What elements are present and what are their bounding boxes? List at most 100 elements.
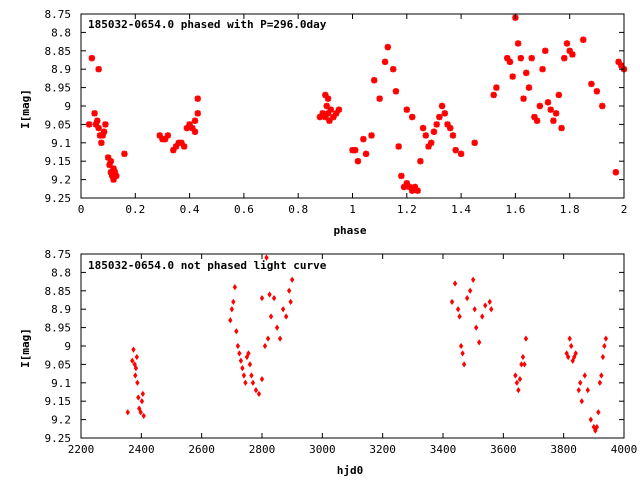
top-data-point	[428, 139, 435, 146]
top-data-point	[400, 183, 408, 191]
bottom-data-point	[452, 280, 458, 287]
top-data-point	[580, 36, 587, 43]
bottom-data-point	[600, 353, 606, 361]
top-data-point	[164, 132, 172, 139]
bottom-data-point	[253, 387, 259, 394]
bottom-data-point	[234, 328, 239, 335]
top-data-point	[352, 146, 359, 154]
top-y-tick-label: 9.2	[51, 174, 71, 187]
top-data-point	[433, 121, 440, 128]
bottom-data-point	[243, 379, 248, 386]
bottom-panel: 2200 2400 2600 2800 3000 3200 3400 3600 3800 4000…	[19, 248, 637, 477]
bottom-data-point	[262, 342, 268, 350]
top-data-point	[368, 132, 375, 139]
top-data-point	[555, 91, 563, 99]
bottom-data-point	[471, 276, 476, 283]
top-x-tick-label: 0.4	[180, 203, 200, 216]
top-x-tick-label: 0.6	[234, 203, 254, 216]
top-data-point	[376, 95, 383, 102]
top-data-point	[109, 172, 116, 180]
top-y-tick-label: 9	[64, 100, 71, 113]
bottom-y-tick-label: 8.95	[45, 322, 72, 335]
top-y-tick-label: 9.15	[45, 155, 72, 168]
top-data-point	[92, 121, 100, 128]
bottom-y-tick-label: 8.9	[51, 303, 71, 316]
bottom-data-point	[567, 335, 572, 342]
top-data-point	[384, 43, 391, 51]
bottom-data-point	[277, 335, 283, 342]
top-data-point	[447, 124, 454, 132]
top-data-point	[186, 121, 193, 128]
top-data-point	[170, 146, 177, 154]
bottom-data-point	[135, 379, 140, 386]
bottom-data-point	[138, 409, 143, 416]
bottom-data-point	[134, 353, 139, 361]
bottom-data-point	[232, 283, 238, 291]
top-data-point	[536, 102, 544, 110]
top-data-point	[319, 110, 326, 117]
top-y-ticks: 8.75 8.8 8.85 8.9 8.95 9 9.05 9.1 9.15 9.2 9.25	[45, 8, 624, 205]
bottom-data-point	[487, 298, 492, 305]
bottom-data-point	[489, 306, 494, 313]
bottom-x-tick-label: 3000	[309, 443, 336, 456]
bottom-data-point	[572, 353, 577, 361]
top-data-point	[322, 91, 329, 99]
top-data-point	[542, 47, 549, 54]
bottom-data-point	[576, 387, 581, 394]
bottom-data-point	[480, 313, 485, 320]
top-data-point	[615, 58, 622, 66]
bottom-data-point	[271, 295, 277, 302]
bottom-data-point	[241, 372, 247, 379]
top-data-point	[430, 128, 438, 135]
top-data-point	[191, 117, 199, 124]
top-data-point	[593, 88, 601, 95]
top-data-point	[414, 187, 421, 194]
top-data-point	[547, 106, 554, 113]
bottom-data-point	[483, 302, 488, 309]
top-data-point	[100, 128, 108, 135]
bottom-data-point	[566, 353, 571, 361]
top-data-point	[525, 84, 533, 91]
top-data-point	[422, 132, 430, 139]
bottom-chart-title: 185032-0654.0 not phased light curve	[88, 259, 327, 272]
bottom-y-tick-label: 9.25	[45, 432, 72, 445]
top-data-point	[335, 106, 343, 113]
top-data-point	[172, 143, 180, 150]
top-data-point	[392, 88, 400, 95]
bottom-x-tick-label: 2600	[188, 443, 215, 456]
top-chart-title: 185032-0654.0 phased with P=296.0day	[88, 18, 327, 31]
top-x-tick-label: 1	[349, 203, 356, 216]
bottom-data-point	[582, 372, 587, 379]
bottom-data-point	[274, 324, 280, 331]
bottom-data-point	[599, 372, 604, 379]
bottom-plot-points	[125, 254, 609, 434]
top-data-point	[490, 91, 497, 99]
top-data-point	[180, 143, 188, 150]
top-data-point	[599, 102, 606, 110]
top-data-point	[403, 106, 410, 113]
top-y-tick-label: 9.1	[51, 137, 71, 150]
bottom-data-point	[246, 350, 251, 357]
top-data-point	[161, 135, 169, 143]
top-y-tick-label: 8.9	[51, 63, 71, 76]
bottom-data-point	[235, 342, 241, 350]
top-data-point	[539, 66, 546, 73]
top-y-tick-label: 8.85	[45, 45, 72, 58]
top-data-point	[95, 124, 102, 132]
bottom-data-point	[264, 254, 269, 261]
top-data-point	[561, 54, 568, 62]
bottom-x-tick-label: 3200	[369, 443, 396, 456]
bottom-data-point	[136, 394, 141, 401]
bottom-x-tick-label: 2400	[128, 443, 155, 456]
top-data-point	[533, 117, 541, 124]
top-data-point	[194, 95, 201, 102]
top-data-point	[156, 132, 163, 139]
bottom-data-point	[597, 379, 603, 386]
bottom-data-point	[517, 375, 523, 383]
top-data-point	[425, 143, 432, 150]
bottom-data-point	[594, 423, 600, 431]
top-data-point	[569, 51, 576, 58]
top-data-point	[371, 77, 378, 84]
bottom-data-point	[579, 398, 584, 405]
bottom-data-point	[288, 298, 293, 305]
